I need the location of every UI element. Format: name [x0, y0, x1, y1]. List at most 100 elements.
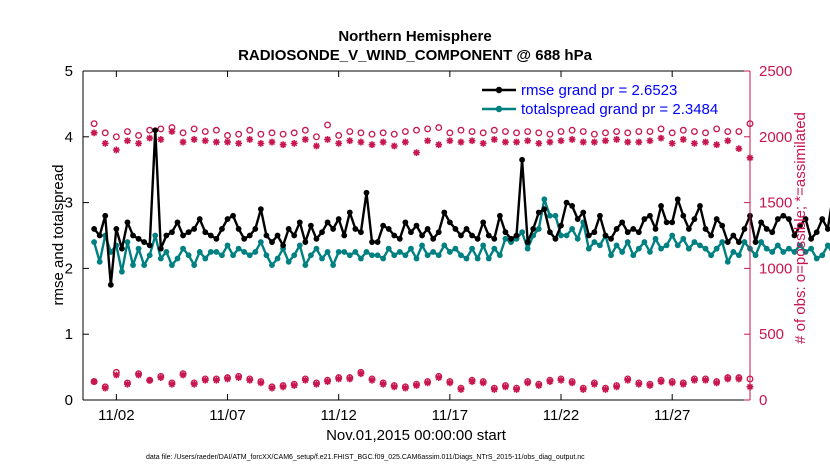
totalspread-point — [730, 249, 737, 255]
x-tick-label: 11/12 — [320, 407, 356, 424]
obs-assimilated-point — [112, 146, 120, 154]
rmse-point — [463, 226, 470, 232]
rmse-point — [458, 232, 464, 239]
y-axis-label-left: rmse and totalspread — [50, 165, 67, 306]
totalspread-point — [213, 249, 220, 255]
obs-assimilated-point — [135, 139, 142, 147]
legend-marker-spread — [495, 105, 503, 113]
obs-possible-point — [335, 132, 343, 139]
totalspread-point — [524, 245, 531, 252]
totalspread-point — [819, 252, 826, 259]
obs-assimilated-point — [735, 145, 743, 153]
rmse-point — [469, 232, 475, 239]
rmse-point — [169, 229, 175, 236]
totalspread-point — [307, 252, 314, 259]
obs-assimilated-point — [201, 137, 209, 145]
rmse-point — [474, 235, 481, 242]
obs-assimilated-point — [713, 141, 721, 149]
obs-assimilated-point — [224, 375, 231, 383]
rmse-point — [652, 226, 659, 232]
obs-assimilated-point — [357, 370, 365, 378]
obs-assimilated-point — [679, 380, 687, 388]
rmse-point — [441, 209, 448, 216]
totalspread-point — [124, 239, 131, 245]
obs-assimilated-point — [424, 379, 432, 387]
obs-possible-point — [602, 129, 609, 137]
rmse-point — [402, 219, 409, 226]
obs-assimilated-point — [479, 379, 487, 387]
obs-assimilated-point — [124, 380, 131, 388]
rmse-point — [558, 222, 564, 229]
totalspread-point — [191, 262, 198, 269]
obs-possible-point — [290, 129, 298, 137]
totalspread-point — [574, 235, 581, 242]
totalspread-point — [335, 249, 342, 255]
totalspread-point — [385, 245, 392, 252]
ticks-layer: 11/02 11/07 11/12 11/17 11/22 11/27 0 1 2 3 4 5 0 500… — [65, 63, 793, 424]
rmse-point — [396, 235, 403, 242]
obs-possible-point — [579, 128, 587, 135]
chart-title-line1: Northern Hemisphere — [338, 28, 491, 45]
totalspread-point — [591, 239, 598, 245]
totalspread-point — [697, 242, 703, 249]
obs-assimilated-point — [168, 128, 176, 135]
totalspread-point — [363, 249, 370, 255]
obs-assimilated-point — [613, 383, 620, 391]
obs-assimilated-point — [313, 142, 320, 150]
obs-assimilated-point — [357, 138, 365, 146]
obs-assimilated-point — [579, 138, 587, 146]
obs-assimilated-point — [101, 384, 109, 392]
totalspread-point — [185, 252, 192, 259]
obs-possible-point — [613, 128, 621, 135]
obs-assimilated-point — [335, 375, 343, 383]
totalspread-point — [152, 232, 159, 239]
legend: rmse grand pr = 2.6523 totalspread grand… — [478, 79, 746, 119]
obs-assimilated-point — [446, 137, 454, 145]
obs-assimilated-point — [624, 376, 632, 384]
obs-assimilated-point — [435, 141, 443, 149]
totalspread-point — [413, 255, 420, 262]
rmse-point — [202, 229, 209, 236]
totalspread-point — [135, 245, 142, 252]
obs-possible-point — [524, 128, 532, 135]
rmse-point — [185, 229, 192, 236]
obs-possible-point — [635, 128, 643, 135]
rmse-point — [307, 222, 314, 229]
rmse-point — [735, 239, 742, 245]
totalspread-point — [752, 252, 759, 259]
obs-assimilated-point — [235, 139, 243, 147]
obs-assimilated-point — [691, 139, 698, 147]
totalspread-point — [441, 242, 448, 249]
totalspread-point — [352, 249, 359, 255]
rmse-point — [241, 235, 248, 242]
rmse-point — [146, 242, 153, 249]
obs-assimilated-point — [390, 142, 398, 150]
rmse-point — [491, 235, 498, 242]
obs-assimilated-point — [457, 386, 465, 393]
totalspread-point — [346, 252, 353, 259]
obs-possible-point — [112, 133, 120, 141]
obs-possible-point — [279, 130, 287, 138]
obs-possible-point — [101, 129, 109, 137]
obs-assimilated-point — [224, 138, 231, 146]
y-left-tick-label: 3 — [65, 195, 73, 212]
series-rmse — [91, 127, 830, 288]
totalspread-point — [408, 245, 414, 252]
totalspread-point — [358, 255, 364, 262]
totalspread-point — [319, 255, 325, 262]
totalspread-point — [541, 196, 548, 203]
totalspread-point — [169, 262, 175, 269]
rmse-point — [496, 212, 503, 219]
totalspread-point — [658, 245, 664, 252]
rmse-point — [569, 202, 576, 209]
rmse-point — [419, 232, 425, 239]
obs-assimilated-point — [190, 380, 198, 388]
totalspread-point — [313, 245, 320, 252]
rmse-point — [285, 226, 292, 232]
obs-possible-point — [624, 129, 632, 137]
footnote: data file: /Users/raeder/DAI/ATM_forcXX/… — [146, 454, 585, 461]
totalspread-point — [174, 255, 181, 262]
rmse-point — [230, 212, 236, 219]
obs-assimilated-point — [246, 136, 254, 143]
obs-possible-point — [346, 128, 354, 135]
